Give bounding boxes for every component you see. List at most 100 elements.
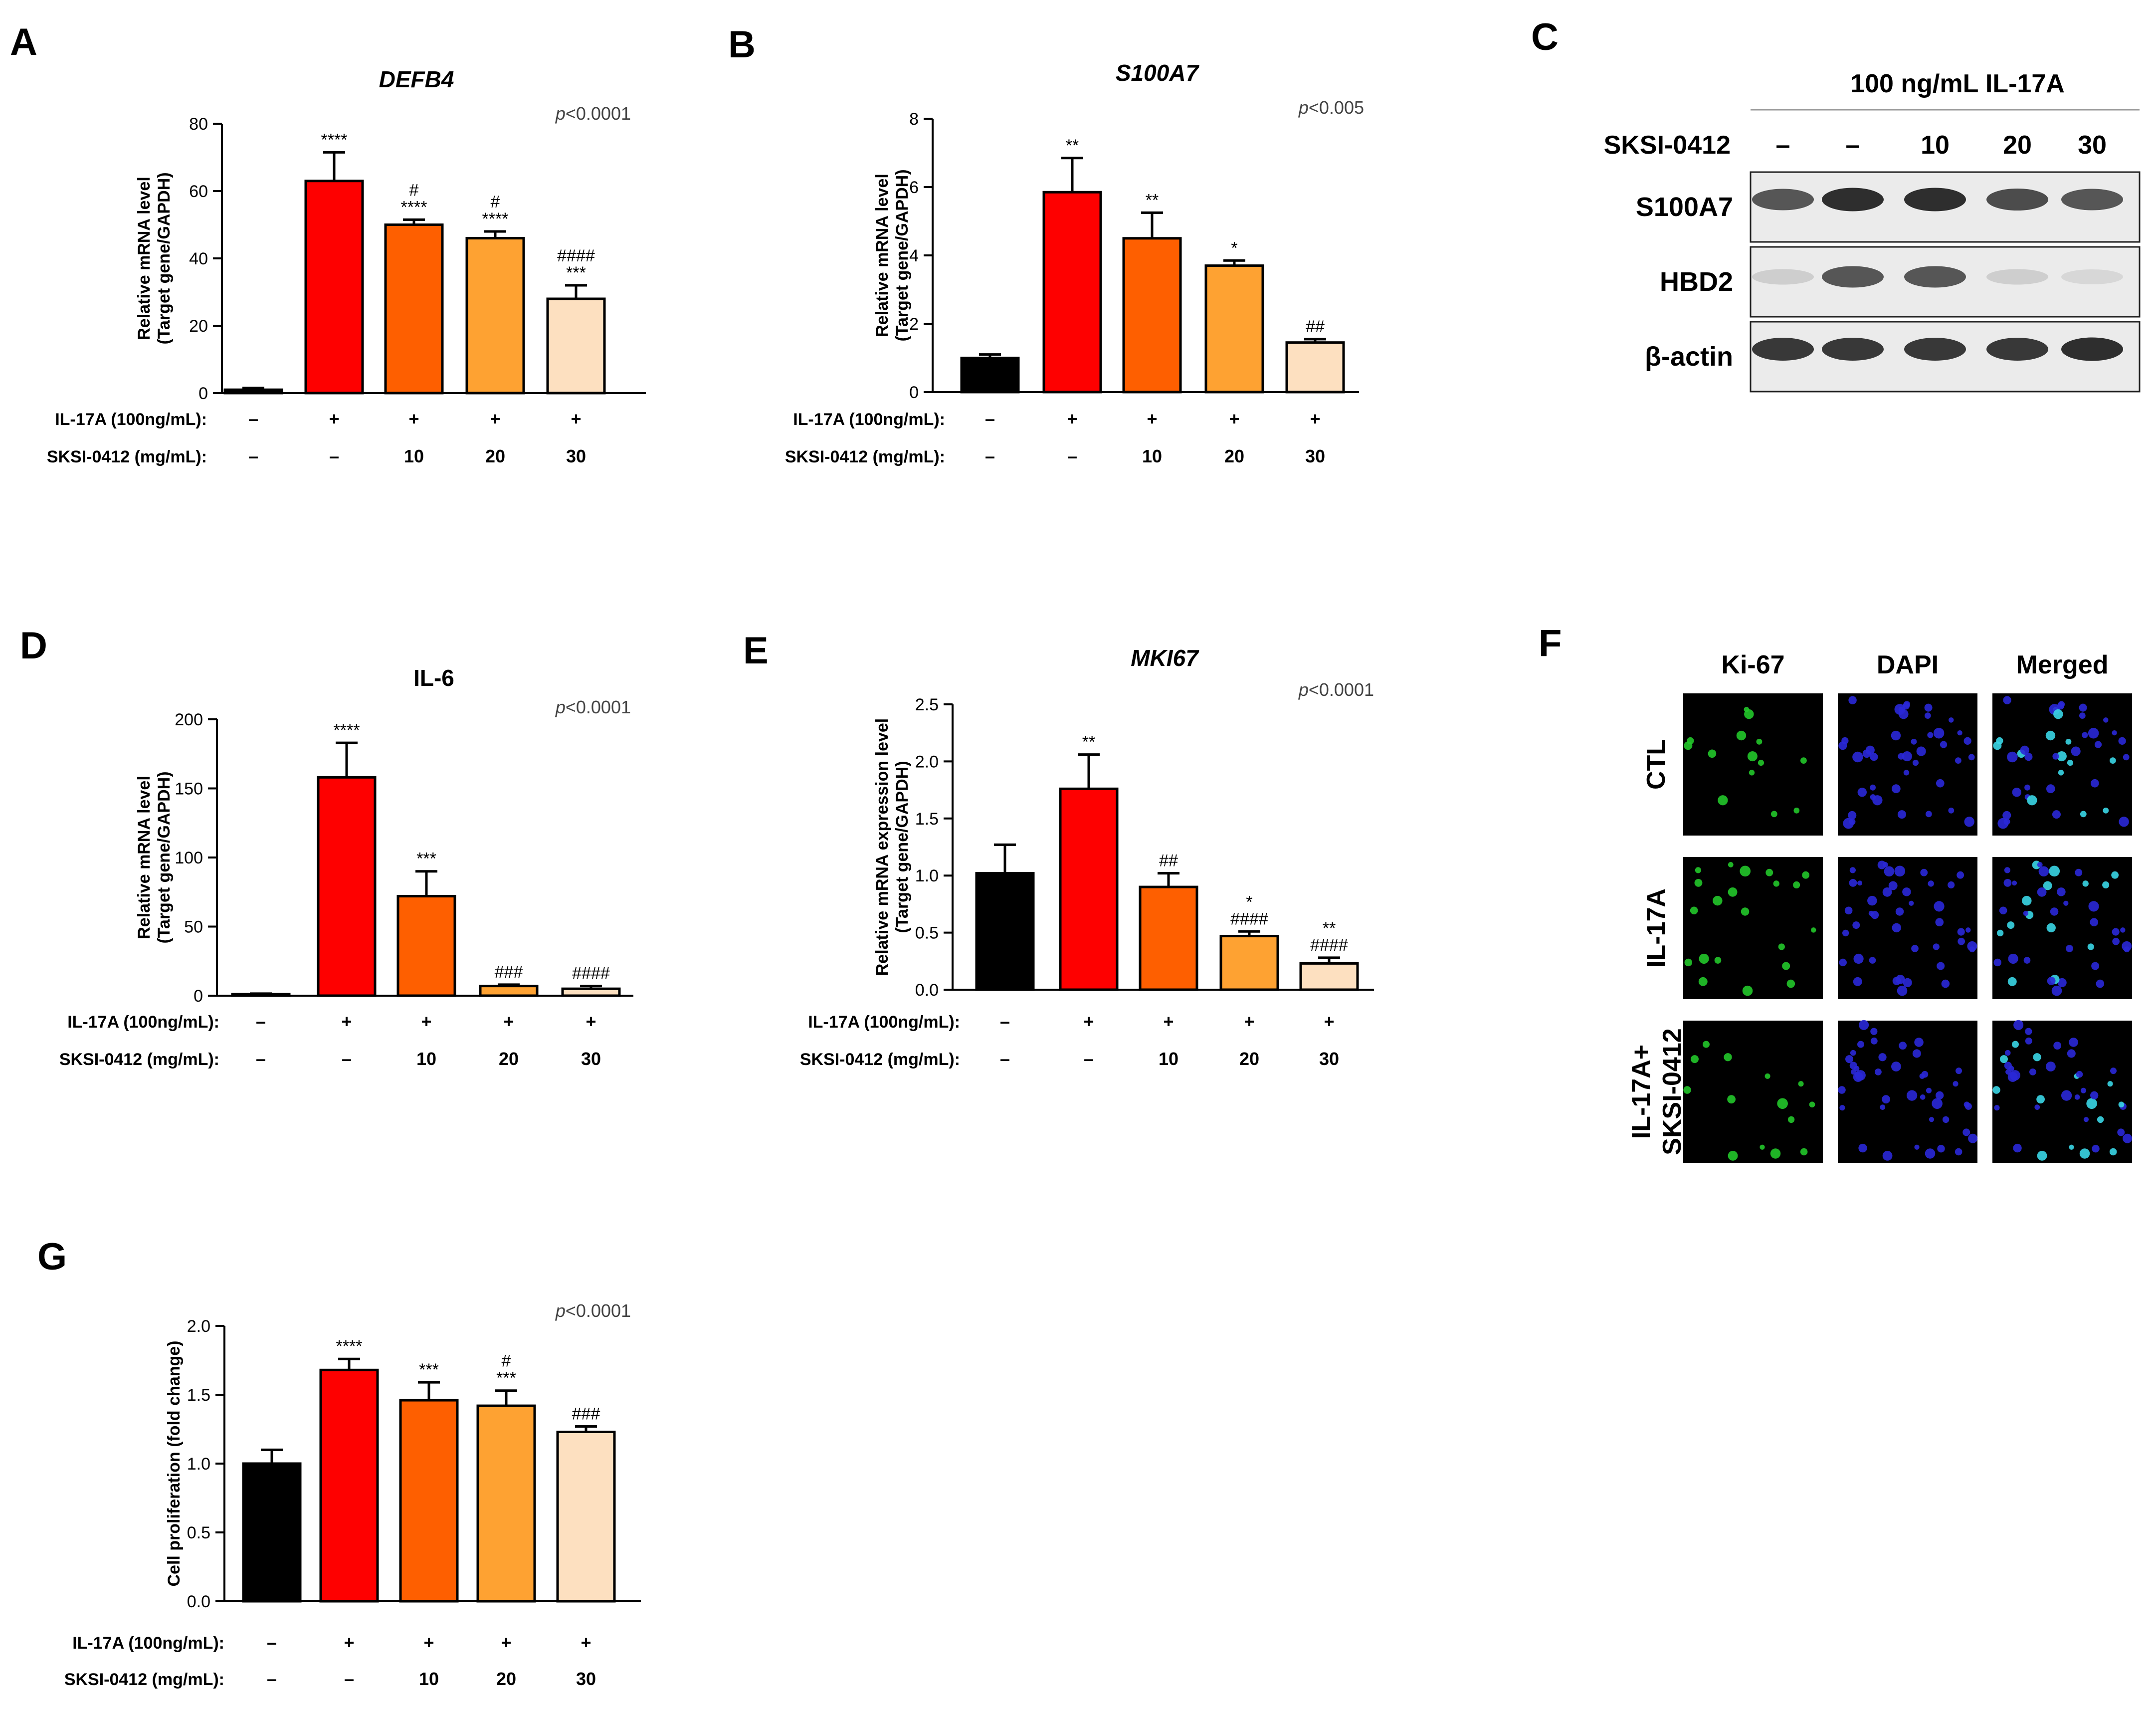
il17a-value: +: [586, 1011, 596, 1032]
if-cell-nucleus: [1899, 709, 1909, 719]
if-cell-nucleus: [2053, 709, 2063, 719]
blot-band: [1752, 338, 1814, 361]
if-cell-nucleus: [1880, 1104, 1886, 1110]
if-cell-nucleus: [1957, 871, 1964, 879]
if-cell-nucleus: [2023, 910, 2029, 916]
if-cell-nucleus: [1941, 979, 1950, 988]
if-cell-nucleus: [2120, 927, 2126, 933]
if-cell-nucleus: [1963, 1101, 1970, 1108]
panel-letter-C: C: [1531, 16, 1559, 58]
if-row-label-line: SKSI-0412: [1658, 1028, 1687, 1155]
if-cell-nucleus: [1942, 1116, 1950, 1123]
sksi-value: –: [985, 446, 995, 466]
y-axis-label-line1: Relative mRNA level: [135, 776, 154, 939]
if-cell-nucleus: [1955, 1148, 1962, 1156]
significance-label: **: [1082, 733, 1095, 752]
if-cell-nucleus: [2025, 1037, 2032, 1045]
sksi-value: 10: [416, 1049, 436, 1069]
if-cell-nucleus: [1902, 702, 1910, 710]
y-tick-label: 0: [198, 384, 208, 403]
if-cell-nucleus: [2090, 779, 2099, 788]
if-cell-nucleus: [1882, 862, 1888, 867]
if-cell-nucleus: [1993, 958, 2001, 967]
if-cell-nucleus: [1920, 868, 1928, 876]
significance-label: ####: [557, 246, 595, 265]
if-cell-nucleus: [1684, 958, 1692, 967]
p-value-symbol: p: [1298, 679, 1309, 700]
if-cell-nucleus: [2069, 1144, 2074, 1150]
if-cell-nucleus: [1728, 887, 1738, 897]
if-cell-nucleus: [1933, 728, 1945, 739]
if-cell-nucleus: [1964, 817, 1974, 827]
if-cell-nucleus: [1727, 1095, 1736, 1104]
if-row-label: IL-17A+SKSI-0412: [1627, 1028, 1687, 1155]
bar-B-3: [1122, 237, 1182, 394]
if-cell-nucleus: [1728, 862, 1734, 867]
significance-label: ***: [416, 850, 436, 868]
if-cell-nucleus: [2052, 810, 2061, 819]
if-cell-nucleus: [1698, 977, 1708, 986]
p-value-symbol: p: [555, 697, 566, 717]
if-cell-nucleus: [2090, 918, 2099, 927]
significance-label: ###: [572, 1404, 600, 1423]
sksi-value: –: [256, 1049, 266, 1069]
if-cell-nucleus: [2012, 880, 2017, 886]
if-cell-nucleus: [1850, 1050, 1856, 1056]
if-cell-nucleus: [1902, 887, 1911, 896]
if-cell-nucleus: [2008, 953, 2018, 964]
bar-G-4: [476, 1404, 536, 1603]
il17a-value: +: [1324, 1011, 1334, 1032]
if-cell-nucleus: [1865, 745, 1875, 755]
if-cell-nucleus: [2034, 1104, 2040, 1110]
if-cell-nucleus: [1874, 1068, 1882, 1075]
y-axis-label: Relative mRNA level(Target gene/GAPDH): [135, 771, 174, 943]
il17a-value: +: [423, 1632, 434, 1653]
if-cell-nucleus: [1802, 871, 1810, 879]
if-cell-nucleus: [2037, 887, 2047, 897]
blot-band: [1904, 266, 1966, 288]
if-cell-nucleus: [2004, 1050, 2011, 1056]
if-cell-nucleus: [2009, 1070, 2020, 1081]
significance-label: ****: [321, 130, 348, 149]
il17a-value: +: [1310, 409, 1320, 429]
blot-band: [2061, 189, 2123, 211]
il17a-value: +: [1244, 1011, 1254, 1032]
if-cell-nucleus: [1849, 818, 1856, 825]
if-image: [1683, 857, 1823, 999]
if-cell-nucleus: [1718, 795, 1728, 806]
if-cell-nucleus: [1929, 1117, 1935, 1122]
if-cell-nucleus: [1848, 696, 1857, 704]
if-cell-nucleus: [1760, 1144, 1765, 1150]
if-cell-nucleus: [2047, 977, 2056, 985]
if-cell-nucleus: [2037, 1151, 2047, 1161]
if-cell-nucleus: [2117, 1128, 2125, 1136]
if-image: [1992, 857, 2132, 999]
if-cell-nucleus: [2024, 753, 2033, 761]
if-cell-nucleus: [2007, 751, 2018, 763]
if-cell-nucleus: [2050, 907, 2059, 916]
il17a-value: +: [1067, 409, 1077, 429]
if-cell-nucleus: [1996, 929, 2004, 937]
if-cell-nucleus: [2037, 862, 2043, 867]
bar-A-1: [223, 388, 283, 395]
if-cell-nucleus: [2069, 1038, 2078, 1047]
if-cell-nucleus: [1798, 1081, 1804, 1087]
il17a-row-label: IL-17A (100ng/mL):: [72, 1634, 224, 1653]
il17a-value: +: [344, 1632, 354, 1653]
y-tick-label: 200: [175, 710, 203, 729]
sksi-value: 30: [581, 1049, 601, 1069]
bar-D-2: [317, 776, 377, 997]
if-cell-nucleus: [1937, 962, 1945, 970]
if-cell-nucleus: [1838, 741, 1847, 750]
if-cell-nucleus: [1925, 1148, 1936, 1159]
if-cell-nucleus: [2094, 741, 2102, 748]
if-cell-nucleus: [1926, 1087, 1932, 1093]
significance-label: ##: [1306, 317, 1325, 336]
if-cell-nucleus: [1892, 977, 1901, 985]
if-cell-nucleus: [1765, 868, 1773, 876]
sksi-value: 20: [496, 1669, 516, 1689]
panel-letter-G: G: [37, 1236, 67, 1278]
if-cell-nucleus: [1849, 867, 1856, 873]
if-cell-nucleus: [1683, 1086, 1691, 1094]
